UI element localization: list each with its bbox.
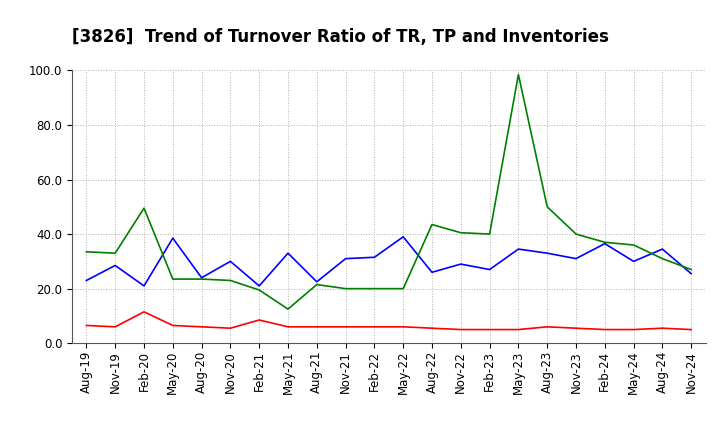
Trade Receivables <box>82 323 91 328</box>
Trade Receivables <box>658 326 667 331</box>
Inventories <box>543 204 552 209</box>
Trade Receivables <box>341 324 350 330</box>
Trade Payables <box>197 275 206 280</box>
Trade Payables <box>168 235 177 241</box>
Inventories <box>370 286 379 291</box>
Trade Receivables <box>428 326 436 331</box>
Trade Payables <box>428 270 436 275</box>
Inventories <box>111 250 120 256</box>
Trade Receivables <box>456 327 465 332</box>
Inventories <box>687 267 696 272</box>
Inventories <box>572 231 580 237</box>
Inventories <box>197 276 206 282</box>
Trade Payables <box>82 278 91 283</box>
Trade Receivables <box>312 324 321 330</box>
Trade Payables <box>600 241 609 246</box>
Trade Payables <box>399 234 408 239</box>
Inventories <box>658 256 667 261</box>
Trade Receivables <box>572 326 580 331</box>
Trade Receivables <box>140 309 148 315</box>
Trade Payables <box>485 267 494 272</box>
Trade Receivables <box>629 327 638 332</box>
Line: Trade Receivables: Trade Receivables <box>86 312 691 330</box>
Trade Receivables <box>514 327 523 332</box>
Trade Payables <box>284 250 292 256</box>
Line: Inventories: Inventories <box>86 74 691 309</box>
Inventories <box>312 282 321 287</box>
Trade Payables <box>370 255 379 260</box>
Trade Payables <box>312 279 321 285</box>
Line: Trade Payables: Trade Payables <box>86 237 691 286</box>
Trade Receivables <box>168 323 177 328</box>
Trade Payables <box>687 271 696 276</box>
Trade Payables <box>629 259 638 264</box>
Trade Receivables <box>687 327 696 332</box>
Trade Receivables <box>284 324 292 330</box>
Trade Payables <box>140 283 148 289</box>
Inventories <box>456 230 465 235</box>
Trade Payables <box>514 246 523 252</box>
Trade Payables <box>226 259 235 264</box>
Inventories <box>140 205 148 211</box>
Trade Payables <box>543 250 552 256</box>
Trade Payables <box>255 283 264 289</box>
Inventories <box>226 278 235 283</box>
Trade Receivables <box>485 327 494 332</box>
Inventories <box>514 72 523 77</box>
Trade Payables <box>572 256 580 261</box>
Inventories <box>341 286 350 291</box>
Trade Payables <box>456 261 465 267</box>
Inventories <box>600 240 609 245</box>
Inventories <box>168 276 177 282</box>
Inventories <box>485 231 494 237</box>
Trade Receivables <box>543 324 552 330</box>
Inventories <box>255 287 264 293</box>
Trade Receivables <box>111 324 120 330</box>
Trade Payables <box>658 246 667 252</box>
Trade Receivables <box>226 326 235 331</box>
Inventories <box>399 286 408 291</box>
Trade Receivables <box>600 327 609 332</box>
Trade Receivables <box>197 324 206 330</box>
Inventories <box>629 242 638 248</box>
Inventories <box>284 306 292 312</box>
Trade Receivables <box>370 324 379 330</box>
Trade Receivables <box>399 324 408 330</box>
Inventories <box>428 222 436 227</box>
Trade Payables <box>341 256 350 261</box>
Text: [3826]  Trend of Turnover Ratio of TR, TP and Inventories: [3826] Trend of Turnover Ratio of TR, TP… <box>72 28 609 46</box>
Trade Receivables <box>255 317 264 323</box>
Inventories <box>82 249 91 254</box>
Trade Payables <box>111 263 120 268</box>
